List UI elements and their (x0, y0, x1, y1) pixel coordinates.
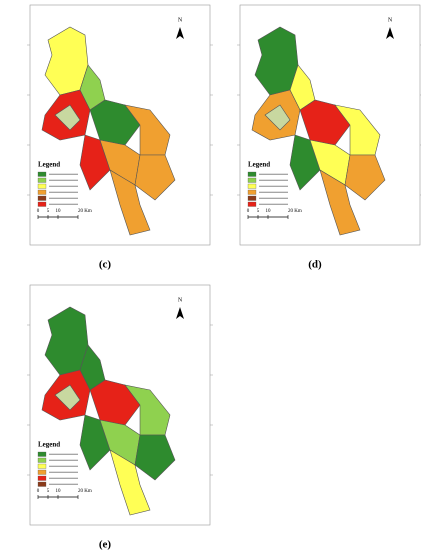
north-label: N (178, 297, 183, 303)
scale-label: 20 Km (288, 209, 302, 214)
legend-swatch (37, 469, 47, 475)
legend-swatch (247, 177, 257, 183)
map-region (54, 104, 81, 131)
scale-label: 0 (247, 209, 250, 214)
legend-title: Legend (248, 161, 270, 169)
scale-label: 5 (47, 489, 50, 494)
north-arrow (176, 27, 184, 39)
north-label: N (388, 17, 393, 23)
map-panel: N Legend 0 5 10 20 Km (237, 4, 421, 246)
scale-label: 20 Km (78, 489, 92, 494)
map-region (264, 104, 291, 131)
map-region (289, 134, 321, 191)
map-region (79, 134, 111, 191)
map-panel: N Legend 0 5 10 20 Km (27, 4, 213, 246)
legend-swatch (247, 195, 257, 201)
north-arrow (176, 307, 184, 319)
legend-swatch (247, 183, 257, 189)
scale-label: 10 (56, 489, 62, 494)
legend-swatch (37, 481, 47, 487)
legend-swatch (37, 189, 47, 195)
legend-swatch (247, 171, 257, 177)
north-label: N (178, 17, 183, 23)
legend-swatch (247, 201, 257, 207)
scale-label: 20 Km (78, 209, 92, 214)
map-panel: N Legend 0 5 10 20 Km (27, 284, 213, 526)
legend-swatch (37, 201, 47, 207)
scale-label: 10 (56, 209, 62, 214)
map-region (134, 154, 176, 201)
map-region (134, 434, 176, 481)
scale-label: 0 (37, 489, 40, 494)
north-arrow (386, 27, 394, 39)
legend-swatch (37, 475, 47, 481)
panel-label: (e) (99, 539, 112, 550)
legend-swatch (37, 195, 47, 201)
legend-swatch (37, 463, 47, 469)
panel-label: (c) (99, 259, 112, 271)
legend-swatch (37, 451, 47, 457)
legend-swatch (247, 189, 257, 195)
legend-swatch (37, 457, 47, 463)
map-region (344, 154, 386, 201)
scale-label: 5 (47, 209, 50, 214)
panel-label: (d) (308, 259, 322, 271)
map-region (79, 414, 111, 471)
legend-title: Legend (38, 441, 60, 449)
map-region (54, 384, 81, 411)
scale-label: 10 (266, 209, 272, 214)
legend-swatch (37, 177, 47, 183)
legend-swatch (37, 183, 47, 189)
legend-title: Legend (38, 161, 60, 169)
legend-swatch (37, 171, 47, 177)
scale-label: 0 (37, 209, 40, 214)
scale-label: 5 (257, 209, 260, 214)
